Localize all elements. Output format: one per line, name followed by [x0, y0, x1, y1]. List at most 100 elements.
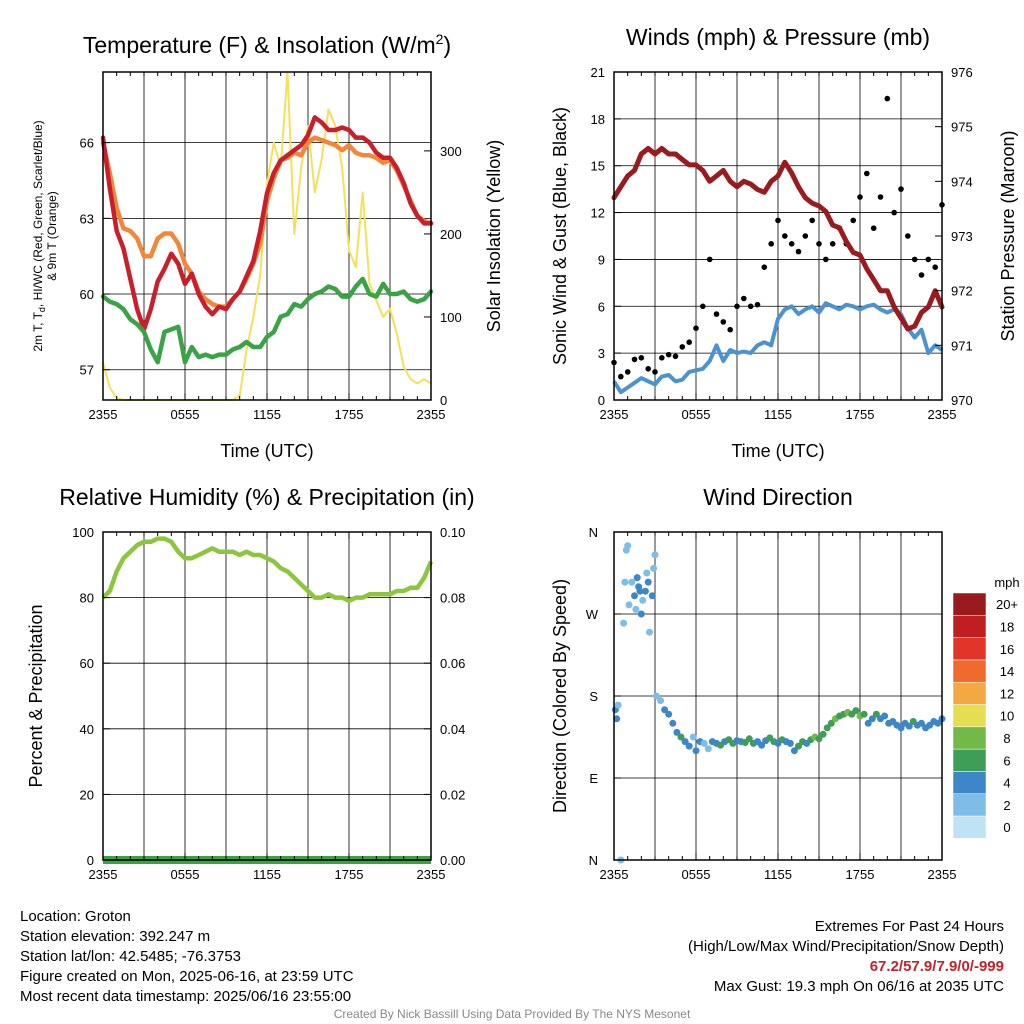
y-tick-label: 12 [591, 206, 605, 221]
gust-point [631, 356, 638, 363]
gust-point [877, 194, 884, 200]
y2-tick-label: 973 [951, 229, 973, 244]
x-tick-label: 2355 [600, 867, 629, 882]
gust-point [870, 225, 877, 231]
direction-point [677, 733, 685, 741]
max-gust: Max Gust: 19.3 mph On 06/16 at 2035 UTC [713, 978, 1004, 995]
gust-point [761, 264, 768, 271]
y-tick-label: S [589, 689, 598, 704]
x-tick-label: 2355 [89, 407, 118, 422]
y2-tick-label: 976 [951, 65, 973, 80]
gust-point [891, 209, 897, 216]
credit-line: Created By Nick Bassill Using Data Provi… [333, 1007, 691, 1021]
y2-tick-label: 100 [440, 310, 462, 325]
x-tick-label: 1155 [764, 867, 792, 882]
legend-swatch [952, 592, 987, 616]
gust-point [823, 256, 829, 263]
y-tick-label: 40 [80, 722, 94, 737]
gust-point [665, 351, 672, 358]
y-tick-label: 0 [87, 853, 94, 868]
y-tick-label: 63 [80, 211, 94, 226]
temperature-chart-title: Temperature (F) & Insolation (W/m2) [83, 31, 451, 58]
legend-swatch [952, 793, 987, 817]
gust-point [672, 353, 679, 360]
direction-point [650, 564, 658, 572]
direction-point [897, 724, 905, 732]
extremes-info: Extremes For Past 24 Hours (High/Low/Max… [688, 917, 1004, 997]
y-tick-label: 18 [591, 112, 605, 127]
gust-point [802, 233, 809, 239]
legend-label: 18 [1000, 619, 1014, 634]
series-line-2m-t [100, 115, 434, 332]
temperature-insolation-panel: Temperature (F) & Insolation (W/m2) 2355… [31, 31, 504, 461]
winds-x-axis-label: Time (UTC) [731, 441, 824, 461]
gust-point [754, 301, 761, 308]
temperature-y-axis-label: 2m T, Td, HI/WC (Red, Green, Scarlet/Blu… [31, 120, 59, 351]
y-tick-label: 15 [591, 159, 605, 174]
direction-point [819, 730, 827, 738]
gust-point [679, 344, 686, 350]
direction-point [681, 738, 689, 746]
x-tick-label: 2355 [417, 407, 446, 422]
svg-text:2m T, Td, HI/WC (Red, Green, S: 2m T, Td, HI/WC (Red, Green, Scarlet/Blu… [31, 120, 47, 351]
direction-point [633, 574, 641, 582]
x-tick-label: 2355 [600, 407, 629, 422]
gust-point [850, 217, 856, 224]
humidity-chart-title: Relative Humidity (%) & Precipitation (i… [59, 484, 474, 510]
direction-point [685, 742, 693, 750]
legend-label: 0 [1003, 820, 1010, 835]
direction-point [881, 712, 889, 720]
y2-tick-label: 0.02 [440, 787, 465, 802]
gust-point [727, 326, 733, 333]
speed-color-legend: mph 0 2 4 6 8 10 12 14 16 18 20+ [952, 575, 1020, 839]
x-tick-label: 0555 [171, 867, 200, 882]
y-tick-label: 60 [80, 287, 94, 302]
y-tick-label: N [589, 525, 598, 540]
gust-point [768, 241, 774, 247]
gust-point [788, 241, 795, 247]
direction-point [643, 569, 651, 577]
direction-point [864, 719, 872, 727]
y2-tick-label: 0.10 [440, 525, 465, 540]
direction-point [641, 587, 649, 595]
legend-label: 6 [1003, 753, 1010, 768]
direction-point [868, 715, 876, 723]
direction-point [669, 719, 677, 727]
gust-point [713, 311, 720, 317]
direction-point [644, 578, 652, 586]
humidity-y-axis-label: Percent & Precipitation [26, 604, 46, 787]
y2-tick-label: 300 [440, 144, 462, 159]
gust-point [693, 325, 699, 332]
y-tick-label: 3 [598, 346, 605, 361]
y2-tick-label: 970 [951, 393, 973, 408]
y-tick-label: 57 [80, 363, 94, 378]
recent-data-timestamp: Most recent data timestamp: 2025/06/16 2… [20, 988, 352, 1005]
gust-point [659, 355, 665, 361]
wind-direction-panel: Wind Direction 2355 0555 1155 1755 2355NESWN… [550, 484, 1020, 882]
x-tick-label: 1755 [846, 867, 875, 882]
direction-point [625, 601, 633, 609]
gust-point [775, 217, 781, 224]
direction-point [918, 719, 925, 727]
direction-point [692, 747, 700, 755]
y-tick-label: 6 [598, 299, 605, 314]
legend-label: 10 [1000, 709, 1014, 724]
y-tick-label: 9 [598, 252, 605, 267]
direction-point [646, 628, 653, 636]
svg-text:& 9m T (Orange): & 9m T (Orange) [45, 191, 59, 281]
y2-tick-label: 972 [951, 284, 973, 299]
gust-point [816, 241, 822, 247]
legend-swatch [952, 659, 987, 683]
x-tick-label: 2355 [928, 407, 957, 422]
x-tick-label: 1755 [846, 407, 875, 422]
direction-point [790, 747, 798, 755]
direction-point [632, 605, 640, 613]
gust-point [652, 369, 658, 375]
x-tick-label: 2355 [928, 867, 957, 882]
direction-point [648, 592, 656, 600]
y2-tick-label: 0 [440, 393, 447, 408]
x-tick-label: 0555 [682, 407, 711, 422]
direction-point [652, 692, 660, 700]
x-tick-label: 1155 [253, 867, 281, 882]
